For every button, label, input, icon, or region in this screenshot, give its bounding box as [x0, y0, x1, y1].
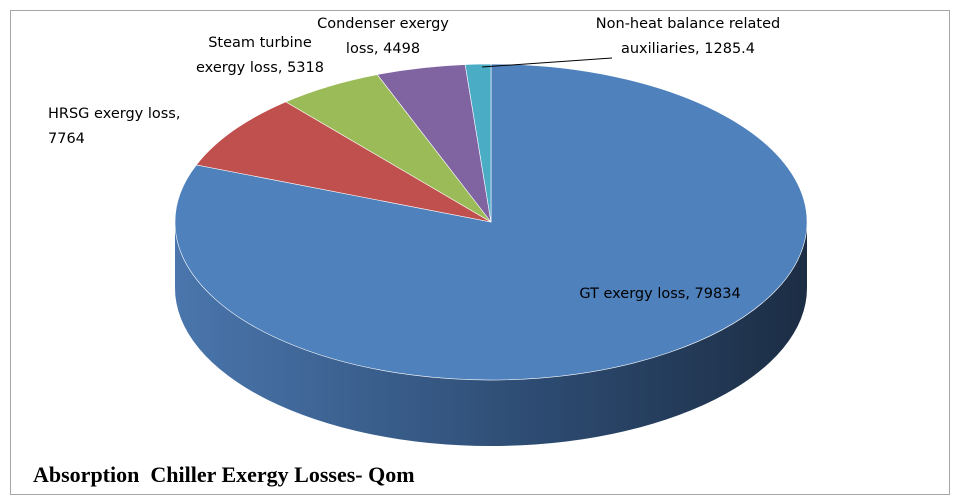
data-label: GT exergy loss, 79834 [579, 286, 740, 302]
slice [464, 63, 492, 223]
data-label: HRSG exergy loss, 7764 [48, 106, 180, 147]
chart-title: Absorption Chiller Exergy Losses- Qom [33, 462, 415, 487]
leader-line [481, 57, 613, 68]
slice-side [175, 222, 807, 446]
data-label: Condenser exergy loss, 4498 [317, 16, 449, 57]
slice [195, 101, 492, 223]
data-label: Non-heat balance related auxiliaries, 128… [596, 16, 780, 57]
pie [174, 63, 808, 446]
data-label: Steam turbine exergy loss, 5318 [196, 35, 324, 76]
slice [174, 63, 808, 381]
